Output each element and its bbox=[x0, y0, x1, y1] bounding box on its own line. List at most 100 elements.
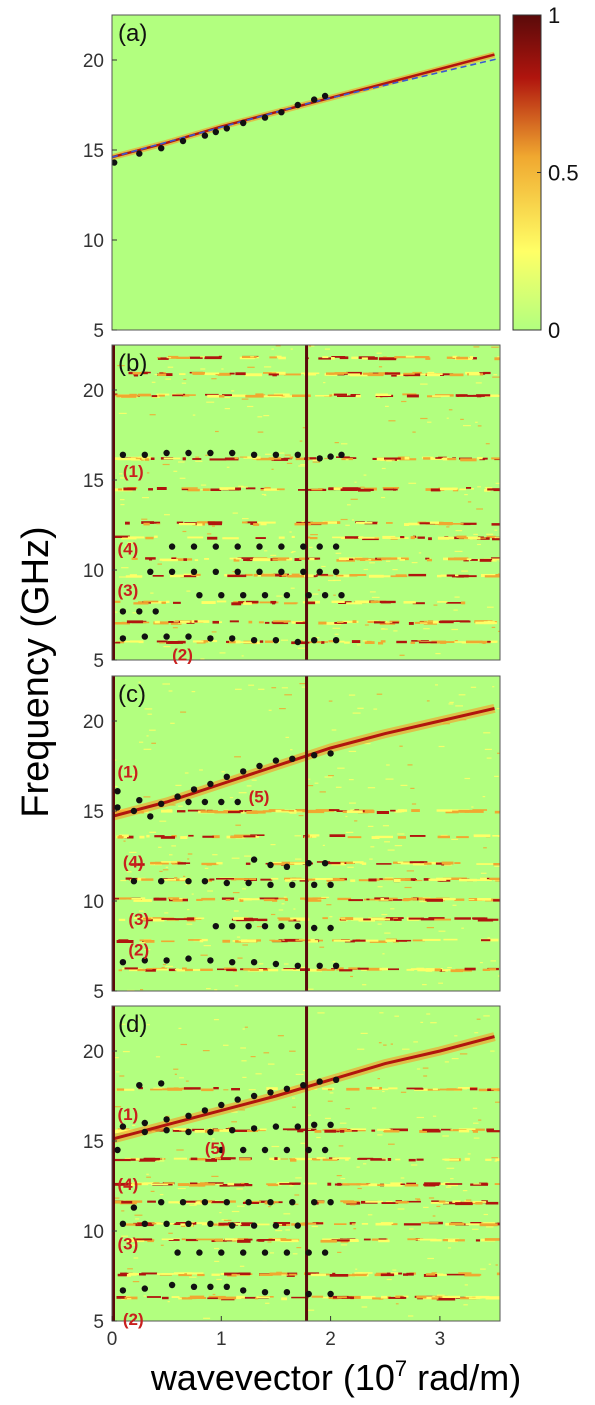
band-segment bbox=[494, 357, 500, 361]
noise-speck bbox=[247, 366, 255, 368]
noise-speck bbox=[164, 912, 169, 914]
data-point bbox=[240, 592, 247, 599]
noise-speck bbox=[483, 732, 491, 734]
band-segment bbox=[438, 1274, 447, 1276]
noise-speck bbox=[357, 707, 364, 709]
noise-speck bbox=[334, 633, 339, 635]
band-segment bbox=[435, 457, 442, 459]
band-segment bbox=[241, 898, 250, 900]
noise-speck bbox=[483, 847, 487, 849]
band-segment bbox=[389, 621, 399, 624]
band-segment bbox=[259, 601, 279, 604]
x-axis-label-tail: rad/m) bbox=[407, 1357, 521, 1398]
noise-speck bbox=[182, 530, 187, 533]
band-segment bbox=[321, 641, 325, 644]
band-segment bbox=[355, 600, 370, 604]
y-tick-label: 5 bbox=[93, 1312, 104, 1333]
noise-speck bbox=[170, 722, 175, 724]
noise-speck bbox=[257, 416, 263, 418]
noise-speck bbox=[400, 1091, 407, 1093]
noise-speck bbox=[120, 504, 125, 506]
band-segment bbox=[316, 573, 329, 576]
band-segment bbox=[163, 457, 181, 460]
noise-speck bbox=[146, 1176, 151, 1178]
noise-speck bbox=[307, 1114, 311, 1116]
noise-speck bbox=[379, 1012, 384, 1014]
band-segment bbox=[257, 1239, 275, 1241]
noise-speck bbox=[369, 591, 376, 593]
noise-speck bbox=[206, 988, 211, 990]
data-point bbox=[332, 962, 340, 969]
band-segment bbox=[122, 967, 126, 970]
band-segment bbox=[436, 373, 454, 376]
noise-speck bbox=[179, 477, 186, 479]
noise-speck bbox=[270, 844, 276, 846]
noise-speck bbox=[350, 1204, 356, 1206]
band-segment bbox=[449, 373, 464, 377]
band-segment bbox=[473, 834, 491, 838]
noise-speck bbox=[386, 1278, 392, 1281]
noise-speck bbox=[263, 415, 270, 417]
band-segment bbox=[428, 917, 445, 920]
band-segment bbox=[197, 1273, 205, 1277]
band-segment bbox=[470, 559, 478, 561]
noise-speck bbox=[149, 729, 156, 731]
band-segment bbox=[274, 574, 280, 576]
noise-speck bbox=[139, 910, 144, 912]
band-segment bbox=[486, 1130, 500, 1133]
band-segment bbox=[222, 537, 239, 540]
noise-speck bbox=[386, 460, 392, 462]
noise-speck bbox=[187, 858, 190, 860]
band-segment bbox=[281, 573, 288, 577]
band-segment bbox=[449, 1129, 467, 1132]
noise-speck bbox=[239, 1109, 245, 1111]
noise-speck bbox=[387, 849, 395, 851]
noise-speck bbox=[283, 1213, 291, 1215]
band-segment bbox=[125, 1200, 143, 1203]
band-segment bbox=[367, 810, 375, 814]
noise-speck bbox=[118, 412, 127, 414]
noise-speck bbox=[321, 565, 326, 568]
noise-speck bbox=[258, 688, 265, 690]
noise-speck bbox=[281, 810, 289, 812]
noise-speck bbox=[224, 396, 231, 399]
band-segment bbox=[438, 456, 447, 459]
data-point bbox=[190, 568, 198, 575]
band-segment bbox=[369, 940, 387, 943]
band-segment bbox=[342, 1183, 362, 1186]
data-point bbox=[283, 863, 291, 870]
band-segment bbox=[234, 834, 251, 837]
band-segment bbox=[418, 641, 437, 644]
band-segment bbox=[241, 1296, 257, 1299]
band-segment bbox=[445, 1183, 463, 1185]
band-segment bbox=[328, 487, 336, 491]
band-segment bbox=[130, 1239, 144, 1242]
band-segment bbox=[441, 574, 451, 577]
band-segment bbox=[391, 373, 397, 377]
noise-speck bbox=[155, 1056, 161, 1058]
noise-speck bbox=[367, 825, 374, 827]
data-point bbox=[212, 543, 219, 550]
noise-speck bbox=[216, 1278, 222, 1281]
noise-speck bbox=[321, 896, 330, 898]
noise-speck bbox=[200, 954, 208, 956]
data-point bbox=[278, 568, 285, 575]
band-segment bbox=[297, 1129, 304, 1133]
data-point bbox=[201, 798, 209, 806]
band-segment bbox=[208, 522, 222, 526]
band-segment bbox=[218, 1296, 237, 1300]
band-segment bbox=[191, 1222, 197, 1225]
band-segment bbox=[381, 557, 398, 560]
band-segment bbox=[379, 967, 388, 971]
band-segment bbox=[400, 862, 414, 865]
noise-speck bbox=[399, 745, 403, 747]
noise-speck bbox=[466, 1199, 472, 1201]
data-point bbox=[272, 1222, 280, 1229]
band-segment bbox=[416, 1295, 427, 1299]
band-segment bbox=[492, 537, 500, 541]
band-segment bbox=[399, 559, 405, 561]
data-point bbox=[163, 1127, 170, 1134]
band-segment bbox=[436, 809, 453, 812]
noise-speck bbox=[377, 923, 382, 925]
